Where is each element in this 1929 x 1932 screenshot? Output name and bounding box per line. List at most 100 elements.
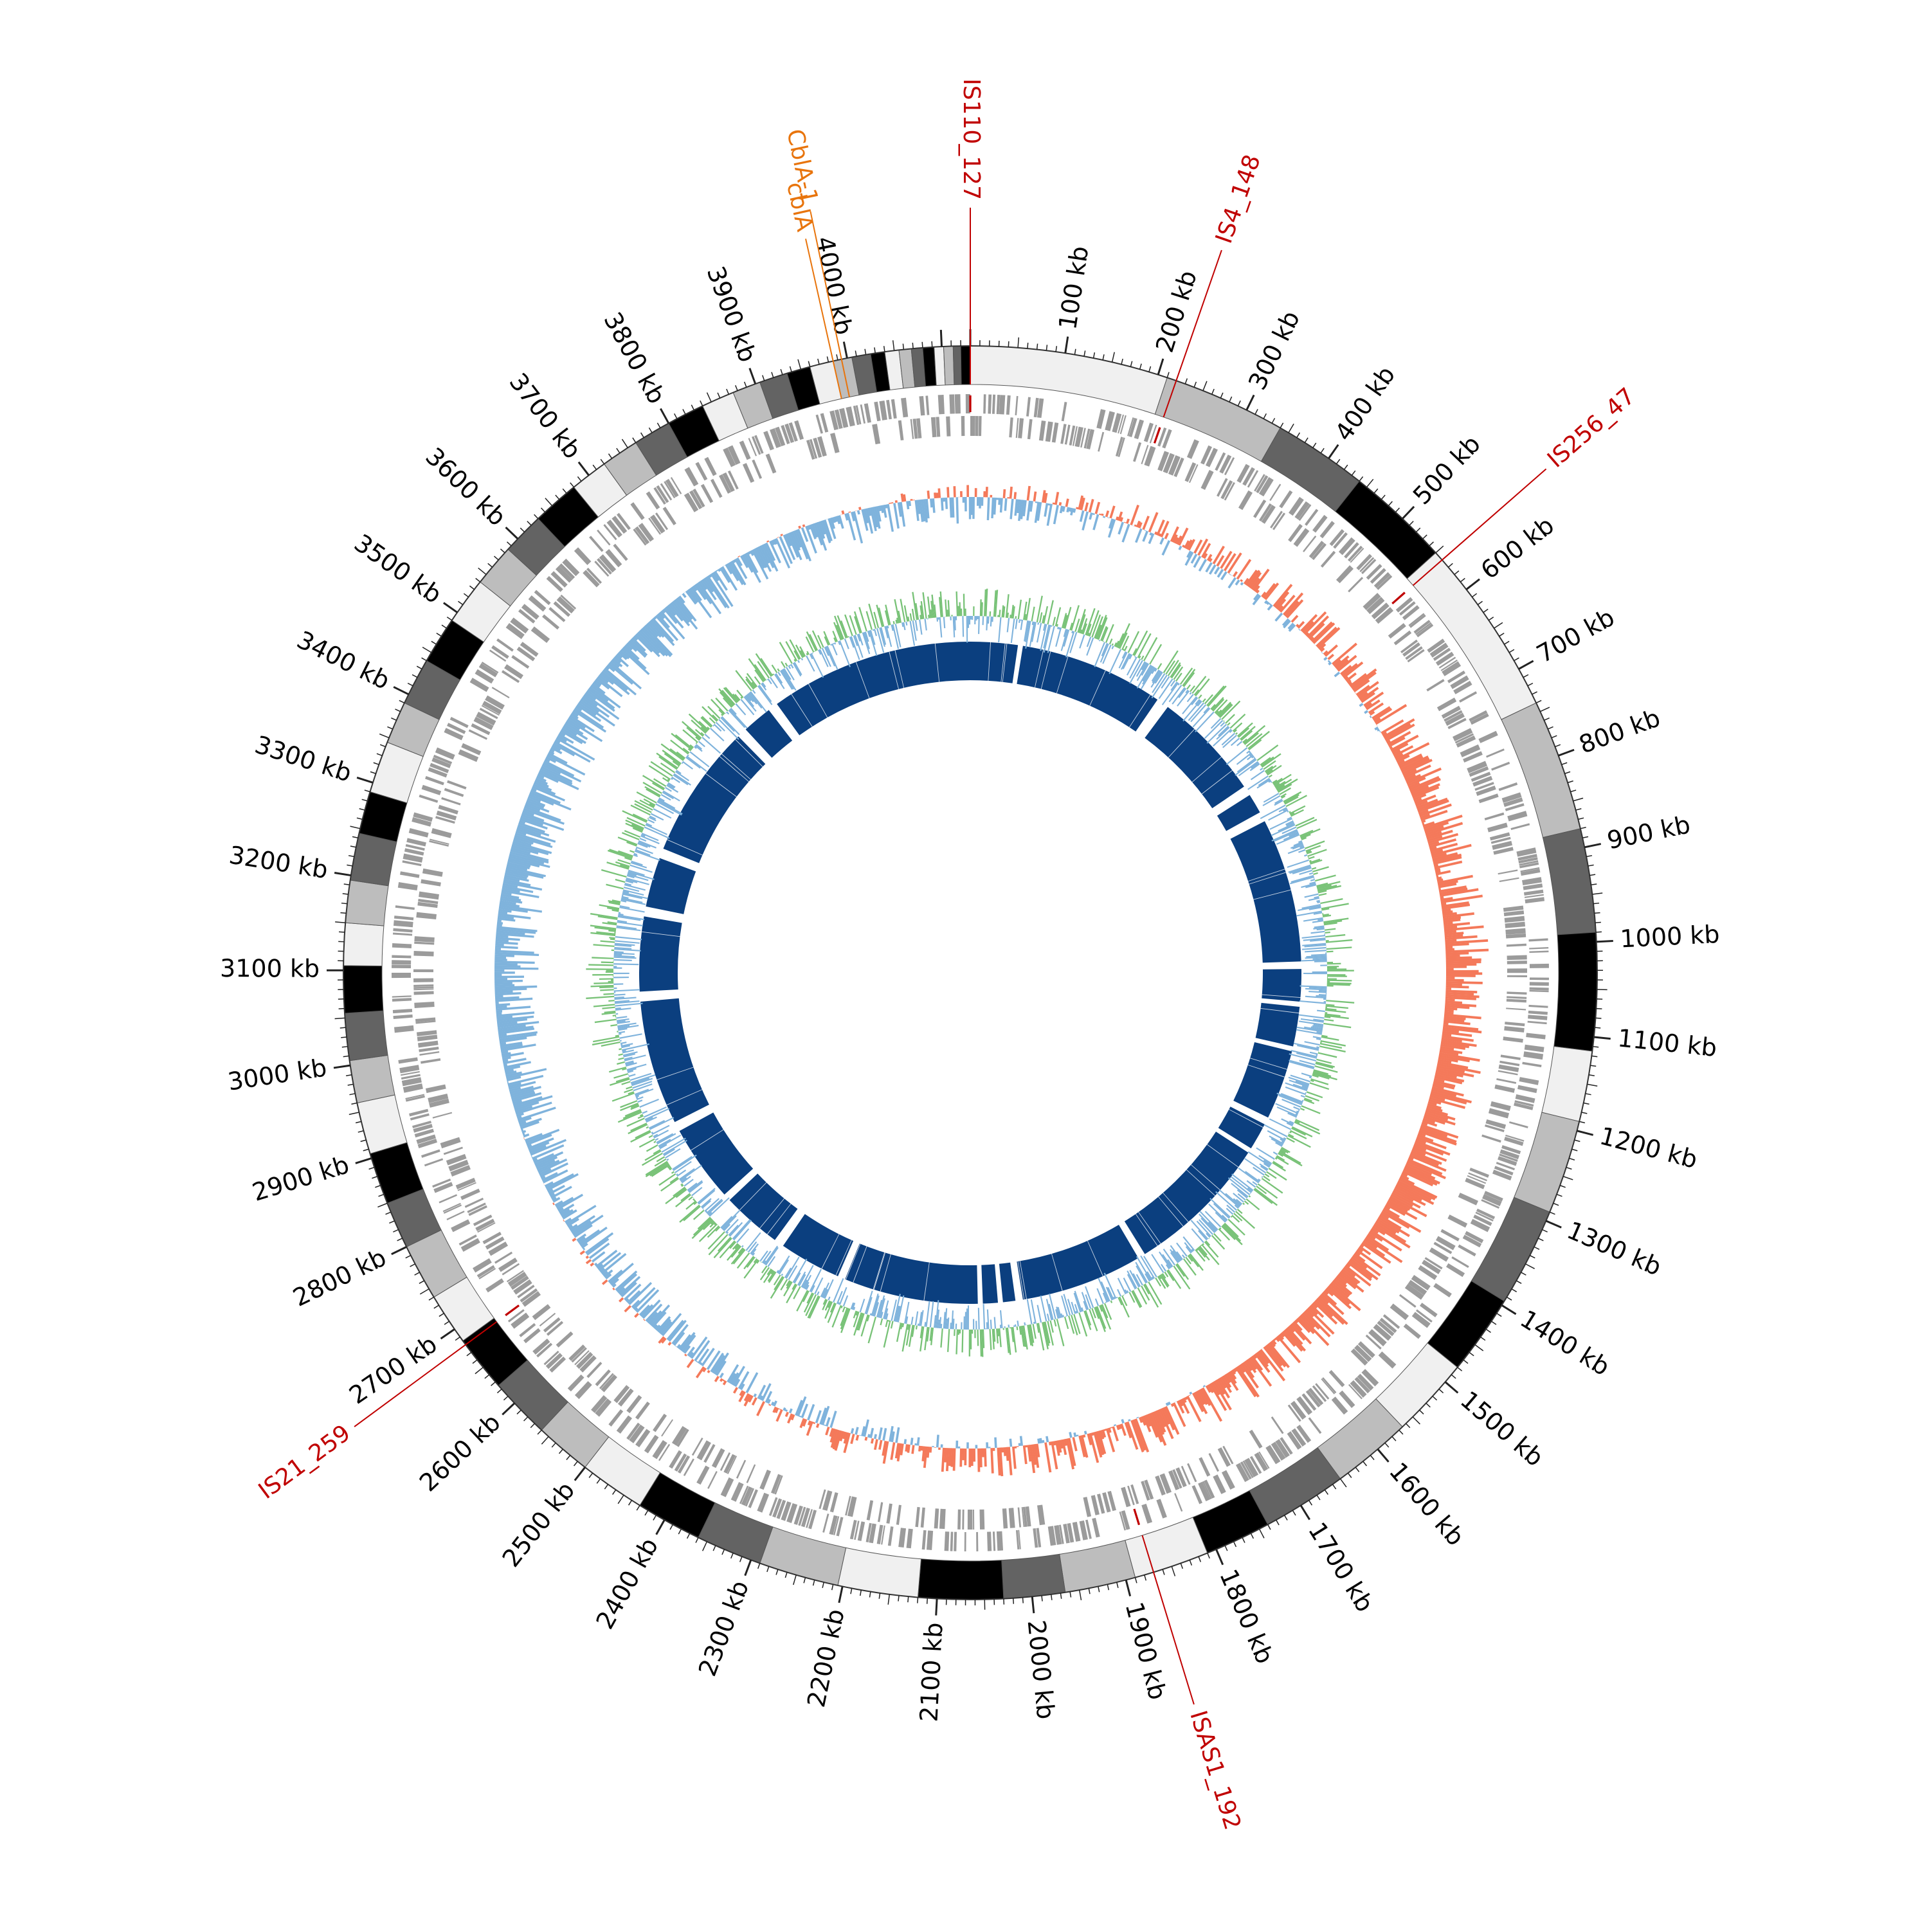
cds-feature	[392, 943, 412, 948]
cds-feature	[973, 1510, 974, 1530]
contig-band	[345, 880, 388, 926]
gc-content-bar	[1019, 619, 1020, 623]
gc-content-bar	[606, 970, 613, 971]
minor-tick	[356, 1121, 361, 1123]
gc-skew-bar	[1144, 530, 1146, 531]
gc-content-bar	[709, 1197, 730, 1216]
gc-content-bar	[975, 1321, 977, 1330]
minor-tick	[927, 1598, 928, 1604]
minor-tick	[1586, 856, 1592, 857]
gc-content-bar	[930, 1301, 934, 1328]
cds-feature	[1501, 1054, 1521, 1060]
cds-feature	[1509, 1121, 1528, 1128]
gc-content-bar	[1317, 1010, 1325, 1013]
gc-content-bar	[683, 1205, 701, 1221]
cds-feature	[433, 1112, 452, 1119]
gc-skew-bar	[738, 555, 740, 557]
gc-content-bar	[973, 1319, 974, 1330]
gc-content-bar	[969, 616, 970, 624]
cds-feature	[1519, 1077, 1539, 1085]
minor-tick	[1292, 1510, 1296, 1515]
gc-skew-bar	[855, 510, 857, 511]
major-tick	[1466, 579, 1480, 590]
gc-content-bar	[1198, 1247, 1210, 1261]
cds-feature	[1499, 878, 1519, 882]
gc-skew-bar	[1166, 539, 1168, 541]
gc-content-bar	[615, 936, 642, 940]
gc-skew-bar	[990, 495, 992, 498]
cds-feature	[492, 687, 510, 698]
gc-content-bar	[1262, 1176, 1263, 1178]
minor-tick	[1037, 344, 1038, 350]
gc-skew-bar	[1379, 730, 1381, 733]
gc-content-bar	[1303, 973, 1327, 974]
contig-band	[1002, 1554, 1065, 1598]
gc-content-bar	[610, 1024, 617, 1027]
minor-tick	[545, 498, 552, 506]
gc-content-bar	[608, 981, 614, 982]
gc-content-bar	[644, 827, 670, 839]
cds-feature	[957, 1510, 961, 1530]
cds-feature	[394, 920, 413, 927]
minor-tick	[1321, 448, 1324, 453]
gc-content-bar	[673, 1155, 696, 1171]
minor-tick	[520, 528, 524, 532]
major-tick	[1065, 337, 1068, 354]
gc-content-bar	[649, 1120, 665, 1129]
gc-content-bar	[1273, 1160, 1274, 1161]
cds-feature	[721, 1477, 734, 1497]
gc-skew-bar	[932, 1446, 934, 1447]
minor-tick	[1336, 459, 1339, 464]
cds-feature	[939, 1509, 946, 1529]
gc-skew-bar	[1109, 505, 1115, 518]
gc-content-bar	[1043, 606, 1048, 624]
cds-feature	[1507, 955, 1527, 960]
minor-tick	[700, 401, 703, 406]
minor-tick	[837, 354, 838, 360]
gc-content-bar	[968, 616, 969, 628]
gc-skew-bar	[1004, 498, 1008, 511]
gc-content-bar	[842, 1306, 846, 1312]
cds-feature	[1529, 947, 1548, 950]
minor-tick	[408, 683, 413, 686]
gc-content-bar	[671, 1171, 675, 1173]
cds-feature	[1517, 1085, 1537, 1093]
gc-skew-bar	[1135, 528, 1143, 543]
gc-content-bar	[644, 1106, 667, 1117]
gc-content-bar	[961, 609, 963, 617]
gc-skew-bar	[964, 1449, 966, 1465]
minor-tick	[346, 1075, 352, 1076]
minor-tick	[879, 1593, 880, 1599]
gc-skew-bar	[910, 1438, 914, 1445]
minor-tick	[369, 1168, 375, 1169]
minor-tick	[653, 1515, 657, 1521]
minor-tick	[727, 389, 729, 394]
tick-label: 1400 kb	[1516, 1305, 1615, 1381]
minor-tick	[1564, 772, 1570, 773]
minor-tick	[790, 366, 792, 372]
cds-feature	[707, 1471, 718, 1489]
gc-skew-bar	[1384, 723, 1411, 740]
cds-feature	[993, 1531, 995, 1551]
minor-tick	[608, 454, 611, 458]
gc-content-bar	[679, 1205, 700, 1223]
minor-tick	[1575, 1140, 1580, 1141]
gc-skew-bar	[1235, 579, 1240, 585]
gc-skew-bar	[1027, 486, 1031, 501]
minor-tick	[1381, 495, 1385, 500]
gc-content-bar	[1300, 1000, 1326, 1004]
contig-band	[838, 1548, 921, 1597]
gc-content-bar	[977, 616, 978, 619]
minor-tick	[552, 1443, 556, 1447]
cds-feature	[393, 928, 412, 933]
major-tick	[357, 777, 373, 782]
gc-content-bar	[990, 1320, 992, 1330]
gc-content-bar	[608, 1000, 615, 1002]
gc-content-bar	[811, 653, 824, 678]
gc-skew-bar	[675, 1346, 677, 1348]
gc-skew-bar	[955, 1441, 958, 1449]
minor-tick	[1448, 563, 1453, 567]
minor-tick	[736, 385, 738, 390]
minor-tick	[455, 1337, 460, 1340]
